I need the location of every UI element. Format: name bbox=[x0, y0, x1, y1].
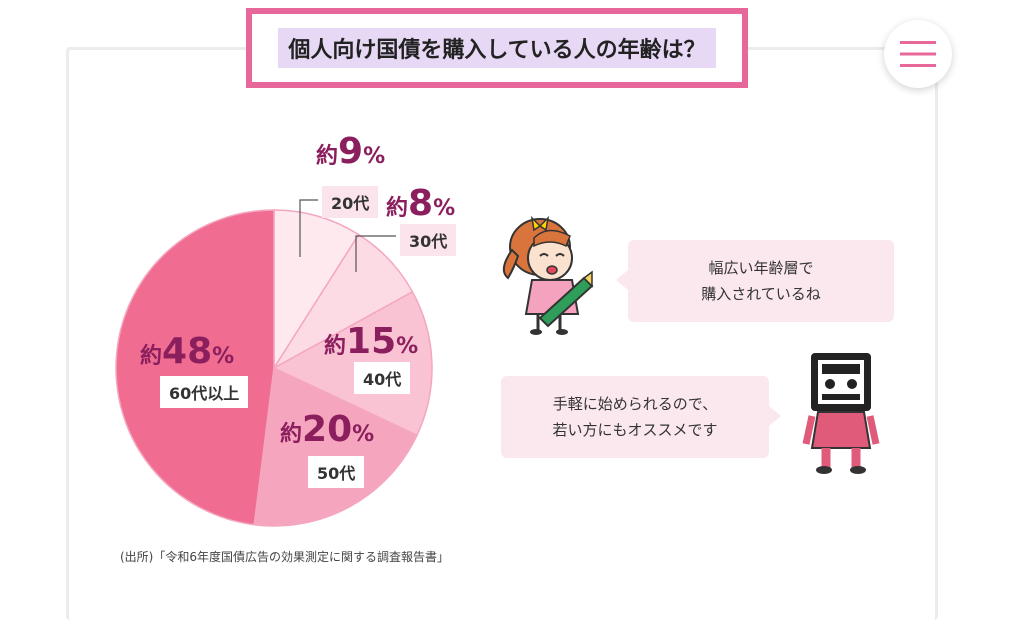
pie-slice-60代以上 bbox=[115, 209, 275, 526]
robot-character bbox=[802, 353, 880, 474]
label-40s-age: 40代 bbox=[354, 362, 411, 394]
bubble-tail bbox=[616, 270, 628, 290]
girl-speech-line-1: 幅広い年齢層で bbox=[708, 259, 814, 277]
robot-speech-bubble: 手軽に始められるので、 若い方にもオススメです bbox=[501, 376, 781, 458]
bubble-tail bbox=[769, 406, 781, 426]
girl-speech-bubble: 幅広い年齢層で 購入されているね bbox=[616, 240, 894, 322]
source-note: (出所)「令和6年度国債広告の効果測定に関する調査報告書」 bbox=[120, 550, 450, 564]
label-50s-percent: 約20% bbox=[280, 409, 375, 450]
label-30s-age: 30代 bbox=[400, 224, 457, 256]
pie-slices bbox=[115, 209, 433, 527]
label-50s-age: 50代 bbox=[308, 456, 365, 488]
leader-lines bbox=[299, 199, 396, 272]
robot-speech-line-2: 若い方にもオススメです bbox=[552, 421, 718, 439]
label-20s-age: 20代 bbox=[322, 186, 379, 218]
label-60s-age: 60代以上 bbox=[160, 376, 249, 408]
pie-slice-40代 bbox=[272, 290, 433, 437]
pie-slice-20代 bbox=[273, 209, 360, 371]
hamburger-menu-icon bbox=[900, 41, 936, 67]
page-title: 個人向け国債を購入している人の年齢は？ bbox=[278, 28, 716, 68]
pie-chart bbox=[115, 199, 880, 527]
label-20s-percent: 約9% bbox=[316, 131, 386, 172]
label-60s-percent: 約48% bbox=[140, 331, 235, 372]
label-40s-percent: 約15% bbox=[324, 321, 419, 362]
label-30s-percent: 約8% bbox=[386, 183, 456, 224]
pie-slice-50代 bbox=[253, 366, 418, 527]
title-box: 個人向け国債を購入している人の年齢は？ bbox=[246, 8, 748, 88]
menu-button[interactable] bbox=[884, 20, 952, 88]
robot-speech-line-1: 手軽に始められるので、 bbox=[552, 395, 718, 413]
girl-character bbox=[502, 215, 594, 335]
girl-speech-line-2: 購入されているね bbox=[701, 285, 821, 303]
